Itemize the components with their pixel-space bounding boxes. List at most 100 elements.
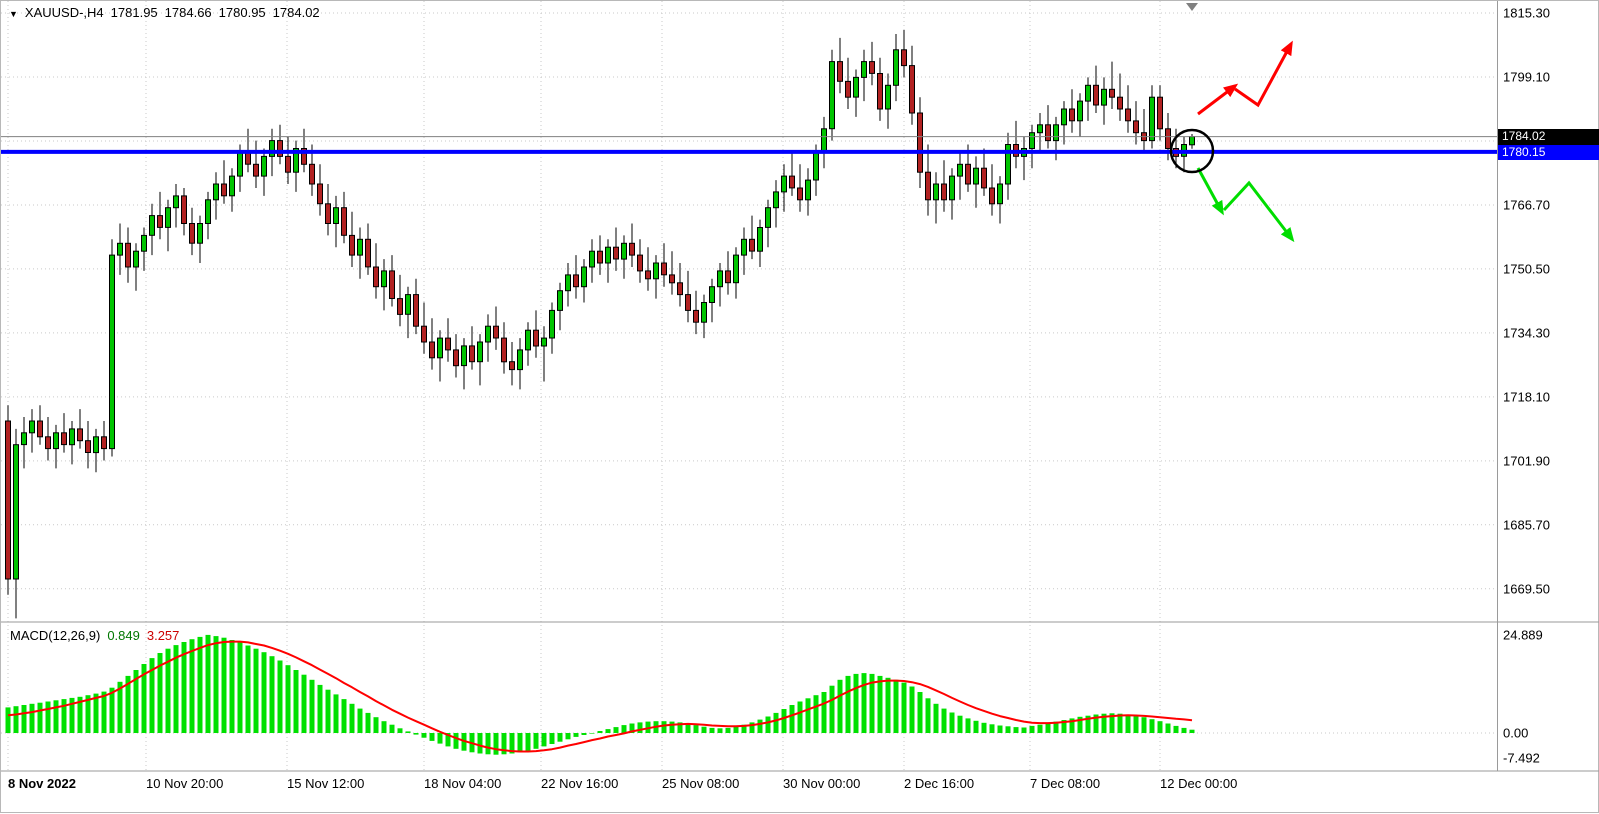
candle [325,184,331,236]
candle [197,215,203,263]
time-axis-label: 10 Nov 20:00 [146,776,223,791]
candle [869,41,875,86]
candle [581,259,587,303]
candle [981,148,987,196]
candle [629,223,635,267]
candle [157,191,163,240]
red-arrow-annotation[interactable] [1234,40,1293,108]
candle [1109,61,1115,109]
macd-histogram [5,634,1195,755]
candle [749,215,755,260]
candle [605,239,611,283]
symbol-period-label: XAUUSD-,H4 [24,5,104,20]
candle [69,421,75,465]
macd-axis-label: 24.889 [1503,627,1543,642]
time-axis-label: 18 Nov 04:00 [424,776,501,791]
candle [565,263,571,307]
time-axis-label: 12 Dec 00:00 [1160,776,1237,791]
candle [941,160,947,212]
macd-name: MACD(12,26,9) [10,628,101,643]
candle [509,342,515,386]
macd-hist-value: 0.849 [107,628,140,643]
candle [21,417,27,469]
candle [1125,85,1131,133]
candle [373,243,379,299]
candle [429,318,435,370]
candle [885,73,891,129]
candle [1181,136,1187,173]
candle [293,140,299,192]
candle [53,424,59,469]
time-axis-label: 22 Nov 16:00 [541,776,618,791]
candle [261,148,267,196]
candle [997,176,1003,224]
candle [661,243,667,287]
candle [461,338,467,390]
green-arrow-annotation[interactable] [1222,180,1295,243]
candle [469,326,475,370]
price-axis-label: 1718.10 [1503,389,1550,404]
time-axis-label: 30 Nov 00:00 [783,776,860,791]
macd-axis-label: 0.00 [1503,726,1528,741]
price-axis-label: 1766.70 [1503,198,1550,213]
candle [845,57,851,109]
hline-price-tag[interactable]: 1780.15 [1498,144,1599,160]
candle [141,227,147,271]
candle [717,263,723,307]
candle [829,49,835,141]
price-axis-label: 1685.70 [1503,517,1550,532]
circle-annotation[interactable] [1169,128,1215,174]
candle [229,168,235,212]
axis-labels: 1815.30 1799.10 1766.70 1750.50 1734.30 1718.… [8,6,1550,792]
macd-signal-line [7,640,1193,753]
candle [733,247,739,299]
candle [805,168,811,216]
candle [645,247,651,291]
candle [877,57,883,121]
ohlc-low: 1780.95 [218,5,266,20]
candle [437,330,443,382]
candle [741,227,747,275]
candle [61,413,67,453]
price-axis-label: 1669.50 [1503,581,1550,596]
candle [1133,101,1139,145]
candle [285,136,291,184]
candle [917,97,923,188]
candle [637,239,643,283]
candlesticks [5,30,1195,619]
candle [701,294,707,339]
ohlc-close: 1784.02 [272,5,320,20]
candle [165,199,171,252]
candle [789,152,795,196]
candle [117,223,123,275]
candle [1045,105,1051,149]
time-axis-label: 7 Dec 08:00 [1030,776,1100,791]
ohlc-high: 1784.66 [164,5,212,20]
candle [133,243,139,291]
candle [653,255,659,299]
candle [501,322,507,374]
candle [597,235,603,275]
candle [1013,120,1019,169]
chart-shift-marker-icon[interactable] [1186,3,1198,11]
candle [405,286,411,339]
candle [85,421,91,469]
price-axis-label: 1815.30 [1503,6,1550,21]
chart-header: ▼ XAUUSD-,H4 1781.95 1784.66 1780.95 178… [9,5,320,20]
candle [1093,65,1099,113]
candle [341,191,347,244]
candle [333,195,339,248]
last-price-tag: 1784.02 [1498,129,1599,145]
candle [533,310,539,358]
price-axis-label: 1799.10 [1503,70,1550,85]
symbol-dropdown-icon[interactable]: ▼ [9,8,18,19]
candle [181,188,187,236]
green-arrow-annotation[interactable] [1196,167,1224,216]
candle [901,30,907,78]
candle [893,34,899,102]
candle [549,302,555,354]
candle [365,223,371,275]
red-arrow-annotation[interactable] [1197,83,1239,116]
